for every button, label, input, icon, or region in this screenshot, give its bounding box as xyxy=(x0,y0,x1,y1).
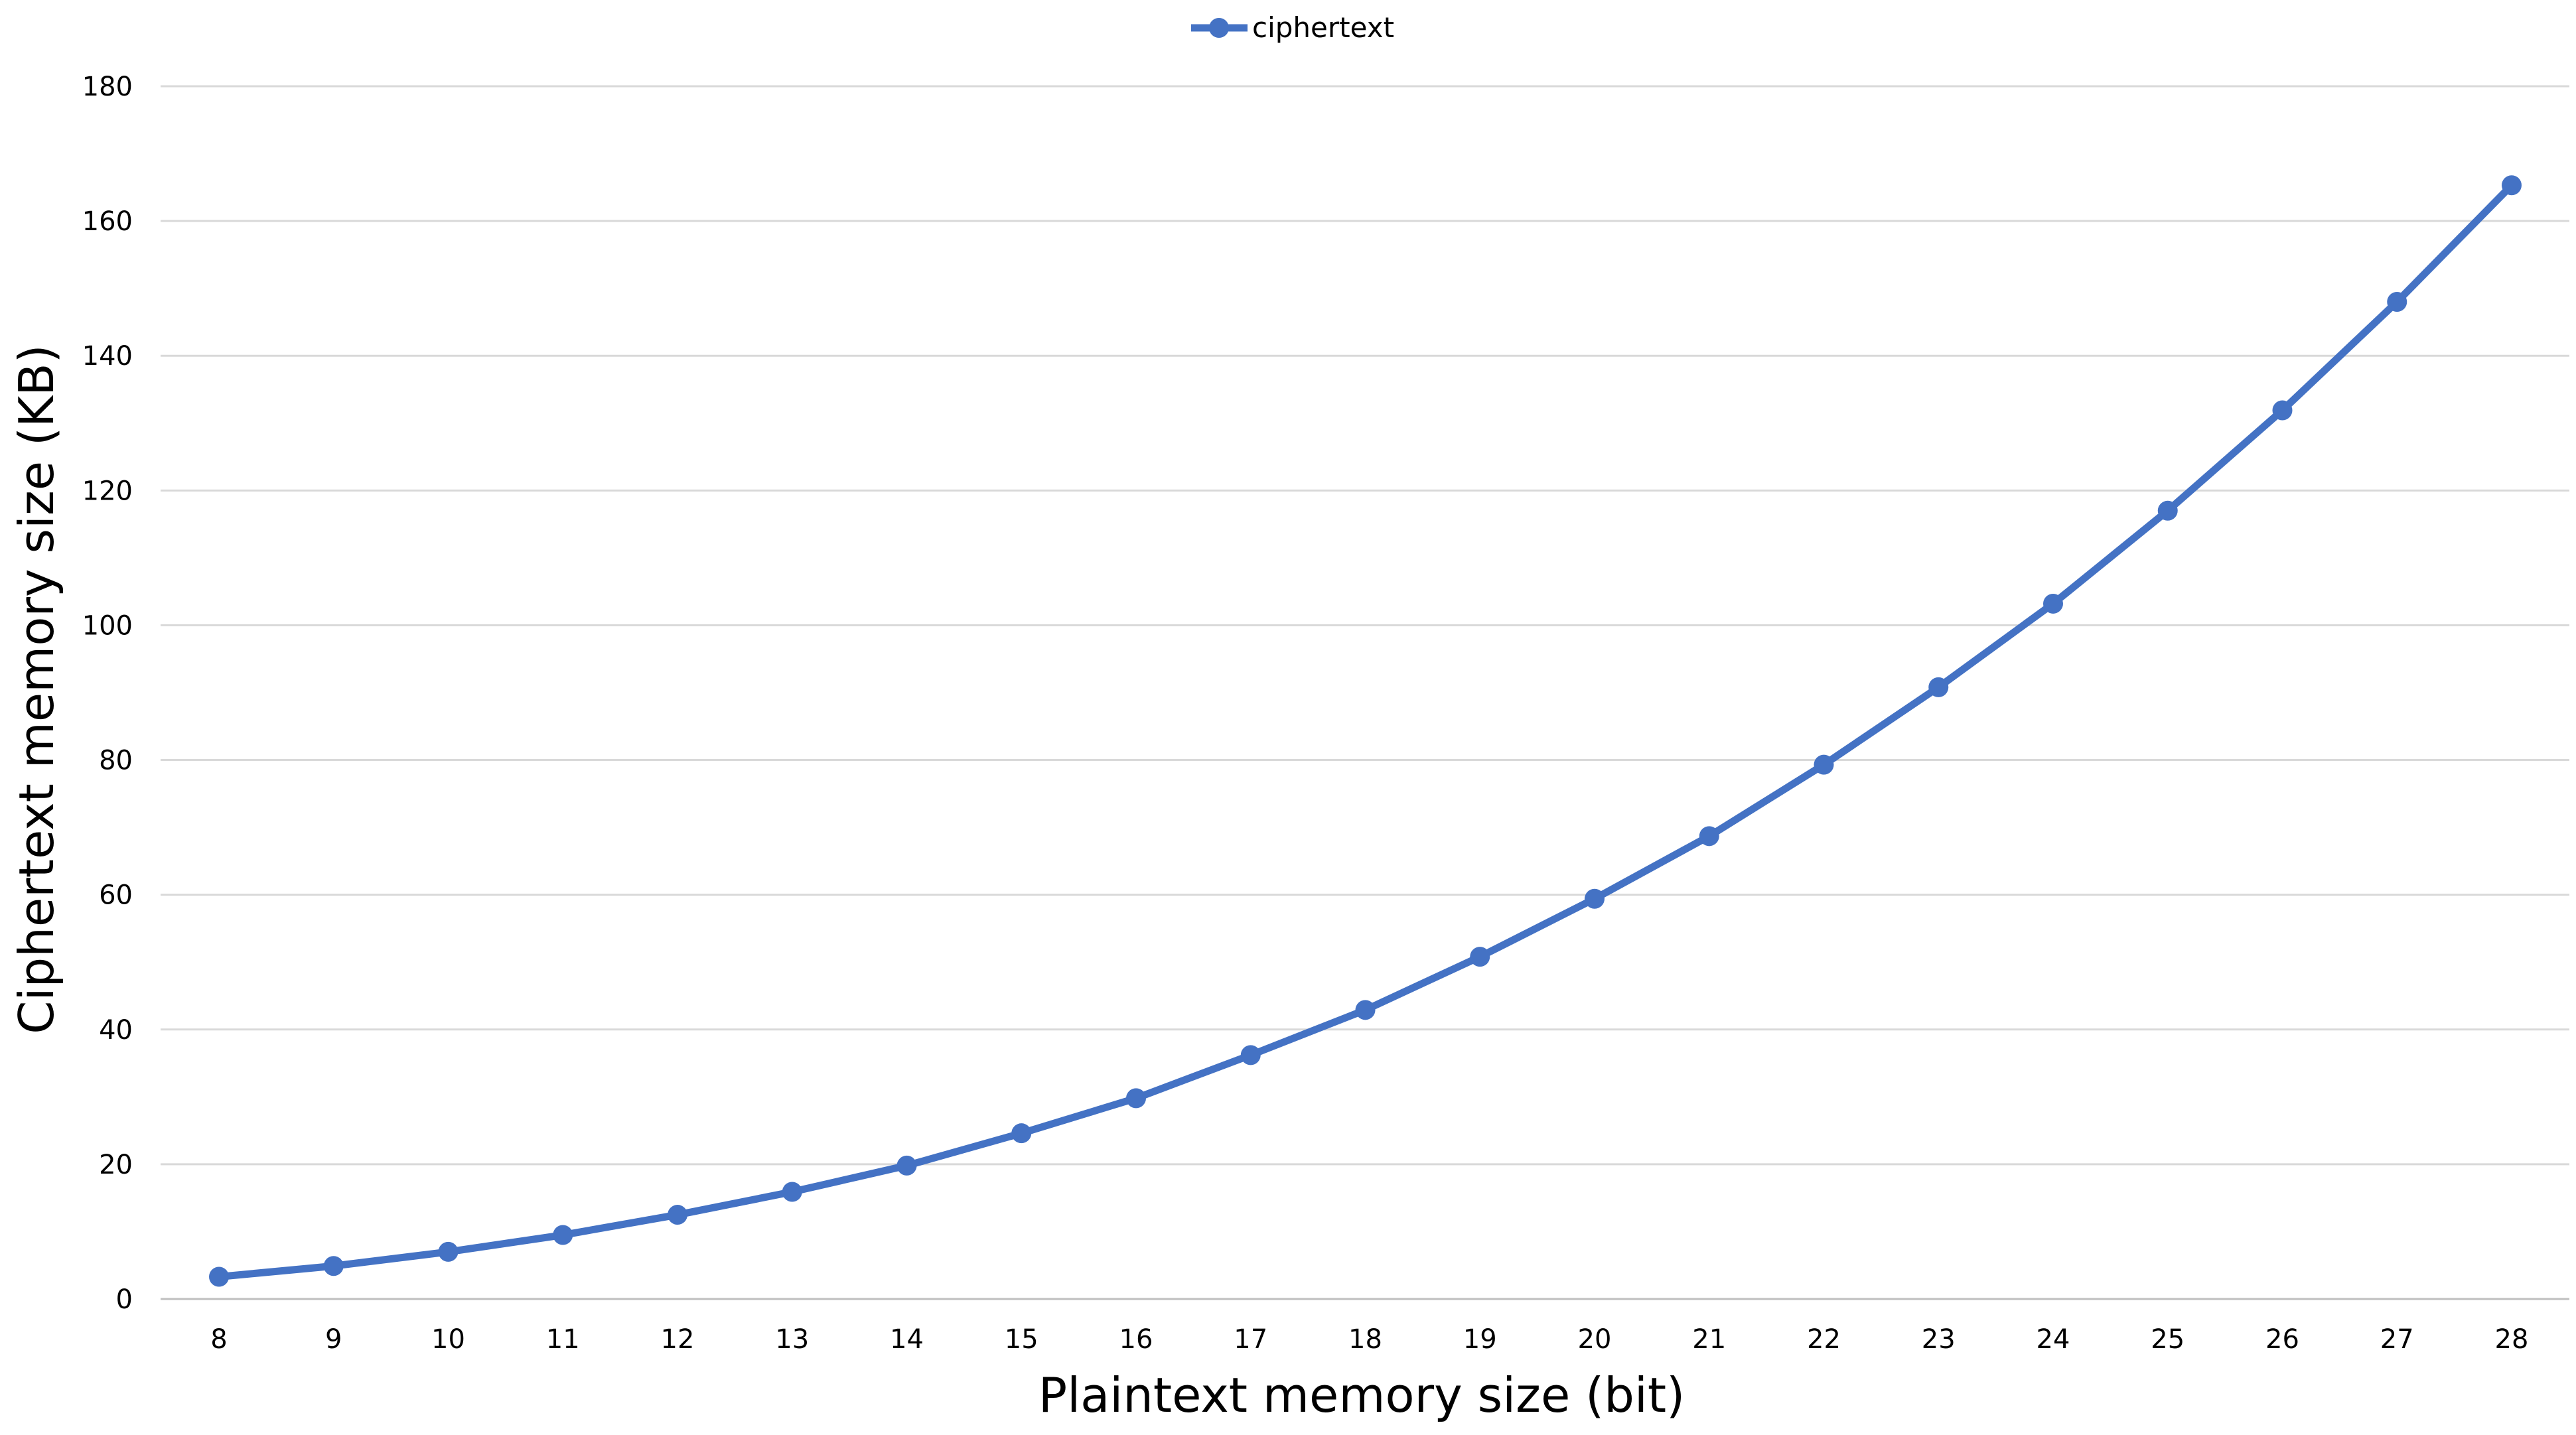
x-tick-label: 28 xyxy=(2495,1324,2529,1355)
y-tick-label: 20 xyxy=(99,1150,133,1180)
y-tick-label: 180 xyxy=(82,72,133,102)
x-tick-label: 10 xyxy=(431,1324,465,1355)
x-tick-label: 23 xyxy=(1922,1324,1956,1355)
data-point xyxy=(2502,175,2522,196)
x-tick-label: 17 xyxy=(1234,1324,1267,1355)
y-tick-label: 100 xyxy=(82,610,133,641)
y-tick-label: 160 xyxy=(82,206,133,237)
y-tick-label: 120 xyxy=(82,476,133,506)
data-point xyxy=(2272,400,2293,421)
data-point xyxy=(896,1155,917,1176)
x-tick-label: 27 xyxy=(2380,1324,2414,1355)
data-point xyxy=(553,1225,573,1245)
y-tick-label: 140 xyxy=(82,341,133,372)
x-tick-label: 24 xyxy=(2037,1324,2070,1355)
x-axis-tick-labels: 8 9 10 11 12 13 14 15 16 17 18 19 20 21 22 23 24 25 26 27 28 xyxy=(210,1324,2528,1355)
x-tick-label: 12 xyxy=(661,1324,695,1355)
data-point xyxy=(2043,593,2063,614)
x-tick-label: 19 xyxy=(1463,1324,1497,1355)
x-tick-label: 26 xyxy=(2265,1324,2299,1355)
y-axis-tick-labels: 0 20 40 60 80 100 120 140 160 180 xyxy=(82,72,133,1315)
x-tick-label: 16 xyxy=(1119,1324,1153,1355)
data-point xyxy=(1928,677,1949,697)
data-point xyxy=(1585,888,1605,909)
data-point xyxy=(438,1241,459,1262)
x-tick-label: 21 xyxy=(1692,1324,1726,1355)
data-point xyxy=(2157,500,2178,521)
series-line-ciphertext xyxy=(215,181,2516,1280)
x-axis-title: Plaintext memory size (bit) xyxy=(1038,1367,1685,1423)
y-tick-label: 40 xyxy=(99,1015,133,1046)
data-point xyxy=(1126,1088,1146,1109)
gridlines xyxy=(161,85,2569,1300)
y-axis-title: Ciphertext memory size (KB) xyxy=(9,344,64,1034)
data-point xyxy=(323,1256,344,1276)
data-point xyxy=(782,1182,802,1202)
x-tick-label: 18 xyxy=(1348,1324,1382,1355)
legend: ciphertext xyxy=(1191,11,1394,44)
series-layer xyxy=(209,175,2522,1287)
data-point xyxy=(1355,1000,1376,1020)
y-tick-label: 0 xyxy=(116,1284,133,1315)
data-point xyxy=(2387,291,2407,312)
legend-label: ciphertext xyxy=(1252,11,1394,44)
data-point xyxy=(1011,1123,1032,1144)
legend-marker-swatch xyxy=(1209,18,1229,38)
data-point xyxy=(209,1266,229,1287)
x-tick-label: 13 xyxy=(775,1324,809,1355)
data-point xyxy=(1240,1045,1261,1065)
x-tick-label: 22 xyxy=(1807,1324,1841,1355)
data-point xyxy=(1814,754,1834,775)
x-tick-label: 8 xyxy=(210,1324,227,1355)
x-tick-label: 25 xyxy=(2151,1324,2184,1355)
data-point xyxy=(1699,826,1719,847)
y-tick-label: 60 xyxy=(99,880,133,911)
x-tick-label: 9 xyxy=(325,1324,342,1355)
y-tick-label: 80 xyxy=(99,746,133,776)
x-tick-label: 20 xyxy=(1578,1324,1612,1355)
x-tick-label: 14 xyxy=(890,1324,924,1355)
x-tick-label: 15 xyxy=(1005,1324,1038,1355)
data-point xyxy=(1470,947,1490,967)
x-tick-label: 11 xyxy=(546,1324,580,1355)
data-point xyxy=(668,1205,687,1225)
